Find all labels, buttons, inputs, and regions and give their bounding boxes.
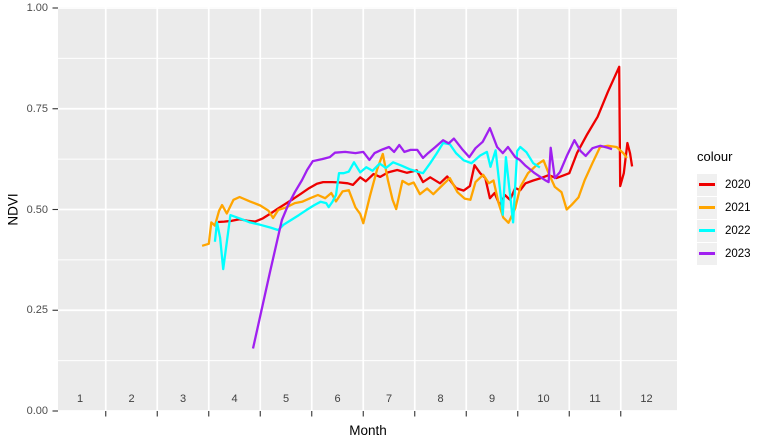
legend-item-label: 2020 (725, 178, 751, 191)
x-tick-label: 2 (128, 393, 135, 405)
x-tick-label: 10 (537, 393, 550, 405)
legend-key-icon (697, 219, 717, 242)
legend-key-line (699, 206, 715, 209)
legend-item-label: 2022 (725, 224, 751, 237)
x-axis-title: Month (349, 423, 387, 438)
series-line-2021 (201, 144, 628, 247)
x-tick-label: 7 (385, 393, 393, 405)
x-tick-label: 5 (282, 393, 290, 405)
legend-key-icon (697, 173, 717, 196)
legend: colour 2020 2021 2022 2023 (697, 149, 751, 265)
legend-items: 2020 2021 2022 2023 (697, 173, 751, 265)
legend-item-label: 2021 (725, 201, 751, 214)
series-line-2022 (213, 141, 541, 271)
y-tick-label: 1.00 (26, 2, 48, 14)
x-tick-label: 6 (334, 393, 341, 405)
x-tick-label: 3 (179, 393, 187, 405)
y-tick-label: 0.75 (26, 102, 48, 115)
legend-item-2020: 2020 (697, 173, 751, 196)
legend-title: colour (697, 149, 733, 164)
x-tick-label: 1 (76, 393, 84, 405)
x-tick-label: 8 (437, 393, 444, 405)
legend-item-2022: 2022 (697, 219, 751, 242)
y-tick-label: 0.00 (26, 405, 48, 417)
x-tick-label: 9 (488, 393, 496, 405)
legend-key-icon (697, 242, 717, 265)
x-tick-label: 11 (589, 393, 601, 405)
x-tick-label: 12 (640, 393, 653, 405)
legend-item-2023: 2023 (697, 242, 751, 265)
series-line-2020 (217, 65, 634, 224)
legend-key-line (699, 252, 715, 255)
y-tick-label: 0.50 (26, 203, 48, 216)
y-tick-label: 0.25 (26, 304, 48, 317)
x-tick-label: 4 (231, 393, 238, 405)
legend-key-icon (697, 196, 717, 219)
y-axis-title: NDVI (5, 193, 21, 226)
series-line-2023 (251, 126, 613, 349)
legend-key-line (699, 229, 715, 232)
legend-item-label: 2023 (725, 247, 751, 260)
legend-key-line (699, 183, 715, 186)
legend-item-2021: 2021 (697, 196, 751, 219)
